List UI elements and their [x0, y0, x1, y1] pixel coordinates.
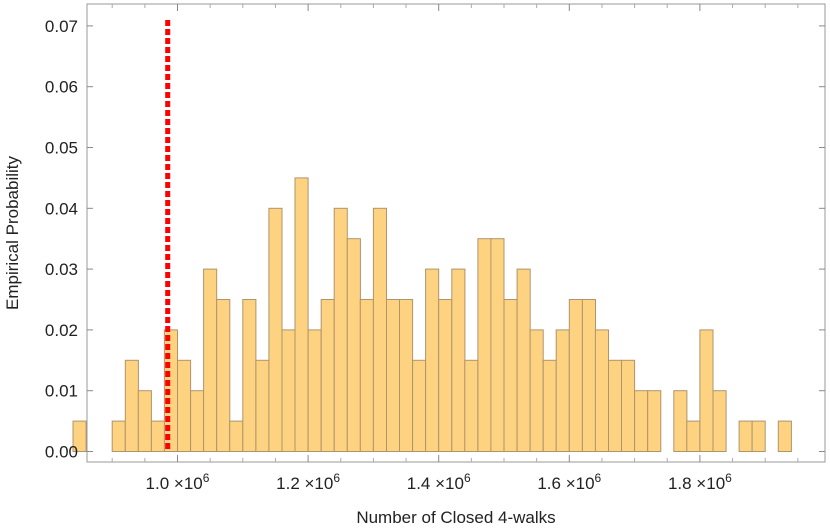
histogram-bar [503, 299, 518, 452]
histogram-bar [608, 359, 623, 452]
histogram-bar [673, 390, 688, 453]
histogram-bar [621, 359, 636, 452]
histogram-bar [190, 390, 205, 453]
histogram-bar [177, 359, 192, 452]
histogram-bar [438, 299, 453, 452]
y-axis-ticks: 0.00 0.01 0.02 0.03 0.04 0.05 0.06 0.07 [45, 17, 825, 462]
histogram-bar [634, 390, 649, 453]
histogram-bar [150, 420, 165, 453]
histogram-bar [203, 268, 218, 452]
y-tick-label: 0.07 [45, 17, 78, 36]
histogram-bar [386, 299, 401, 452]
histogram-bars [72, 177, 792, 453]
histogram-bar [281, 329, 296, 452]
histogram-bar [686, 420, 701, 453]
histogram-bar [647, 390, 662, 453]
histogram-bar [124, 359, 139, 452]
histogram-bar [359, 299, 374, 452]
y-tick-label: 0.00 [45, 443, 78, 462]
histogram-bar [307, 329, 322, 452]
histogram-bar [490, 238, 505, 452]
histogram-bar [255, 359, 270, 452]
y-tick-label: 0.03 [45, 260, 78, 279]
histogram-bar [242, 299, 257, 452]
y-tick-label: 0.06 [45, 78, 78, 97]
histogram-bar [699, 329, 714, 452]
histogram-bar [216, 299, 231, 452]
histogram-bar [451, 268, 466, 452]
x-tick-label: 1.4 ×106 [407, 471, 471, 493]
histogram-bar [412, 359, 427, 452]
histogram-bar [477, 238, 492, 452]
histogram-bar [712, 390, 727, 453]
histogram-bar [529, 329, 544, 452]
y-axis-title: Empirical Probability [3, 156, 22, 310]
histogram-bar [738, 420, 753, 453]
x-tick-label: 1.0 ×106 [146, 471, 210, 493]
histogram-bar [346, 238, 361, 452]
histogram-bar [372, 207, 387, 452]
x-tick-label: 1.6 ×106 [537, 471, 601, 493]
histogram-bar [581, 299, 597, 452]
histogram-bar [294, 177, 309, 452]
y-tick-label: 0.04 [45, 199, 78, 218]
x-axis-title: Number of Closed 4-walks [356, 508, 555, 527]
histogram-bar [333, 207, 348, 452]
histogram-bar [777, 420, 792, 453]
histogram-bar [464, 359, 479, 452]
x-tick-label: 1.8 ×106 [668, 471, 732, 493]
histogram-bar [425, 268, 440, 452]
histogram-bar [555, 329, 570, 452]
histogram-bar [399, 299, 414, 452]
histogram-bar [111, 420, 126, 453]
histogram-bar [516, 268, 531, 452]
x-tick-label: 1.2 ×106 [276, 471, 340, 493]
histogram-bar [542, 359, 557, 452]
y-tick-label: 0.05 [45, 139, 78, 158]
histogram-bar [594, 329, 610, 452]
histogram-bar [751, 420, 766, 453]
y-tick-label: 0.02 [45, 321, 78, 340]
plot-frame [86, 3, 826, 463]
x-axis-ticks: 1.0 ×106 1.2 ×106 1.4 ×106 1.6 ×106 1.8 ×106 [111, 4, 799, 493]
histogram-bar [137, 390, 152, 453]
y-tick-label: 0.01 [45, 382, 78, 401]
histogram-bar [72, 420, 87, 453]
histogram-bar [229, 420, 244, 453]
histogram-bar [268, 207, 283, 452]
histogram-bar [320, 299, 335, 452]
histogram-bar [568, 299, 583, 452]
